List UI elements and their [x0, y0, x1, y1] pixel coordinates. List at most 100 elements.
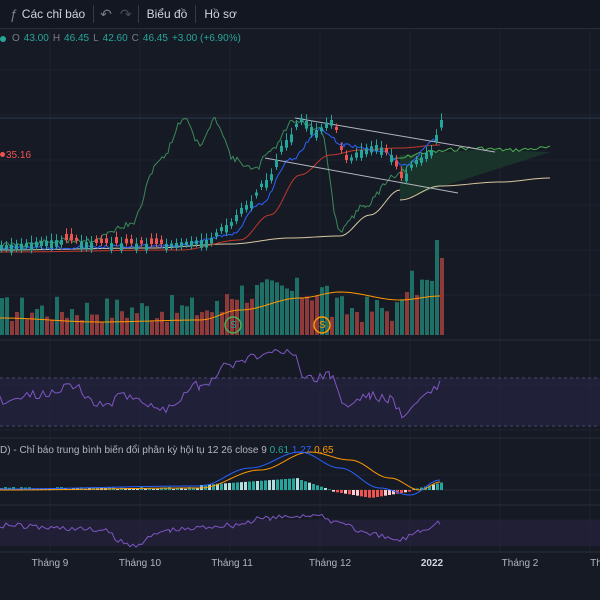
volume-bar	[225, 294, 229, 335]
high-value: 46.45	[64, 33, 90, 44]
volume-bar	[400, 299, 404, 335]
rsi-band	[0, 378, 600, 426]
candle-body	[50, 240, 53, 249]
macd-signal-line	[0, 451, 441, 491]
volume-bar	[265, 279, 269, 335]
profile-button[interactable]: Hồ sơ	[198, 0, 243, 28]
volume-bar	[150, 320, 154, 335]
macd-histogram-bar	[280, 479, 283, 490]
candle-body	[120, 243, 123, 251]
volume-bar	[425, 279, 429, 335]
candle-body	[430, 150, 433, 156]
rsi-line	[0, 348, 441, 419]
macd-histogram-bar	[284, 479, 287, 490]
volume-bar	[115, 299, 119, 335]
candle-body	[355, 152, 358, 158]
candle-body	[290, 134, 293, 143]
candle-body	[60, 240, 63, 245]
macd-histogram-bar	[252, 481, 255, 490]
volume-bar	[85, 302, 89, 335]
undo-icon[interactable]: ↶	[100, 5, 112, 22]
volume-bar	[270, 280, 274, 335]
macd-histogram-bar	[244, 481, 247, 490]
osc-band	[0, 520, 600, 546]
indicators-button[interactable]: ƒ Các chỉ báo	[0, 0, 91, 28]
volume-bar	[360, 321, 364, 335]
time-axis[interactable]: Tháng 9 Tháng 10 Tháng 11 Tháng 12 2022 …	[0, 553, 600, 575]
candle-body	[390, 155, 393, 163]
volume-bar	[385, 311, 389, 335]
candle-body	[230, 222, 233, 226]
candle-body	[335, 126, 338, 130]
candle-body	[185, 241, 188, 245]
volume-bar	[330, 316, 334, 335]
volume-bar	[135, 313, 139, 335]
redo-icon[interactable]: ↷	[119, 5, 132, 22]
candle-body	[330, 120, 333, 126]
volume-bar	[185, 306, 189, 335]
macd-histogram-bar	[368, 490, 371, 498]
toolbar-divider	[93, 5, 95, 23]
low-label: L	[93, 33, 99, 44]
xaxis-label: Tháng 9	[31, 558, 69, 569]
volume-bar	[405, 291, 409, 335]
macd-histogram-bar	[316, 485, 319, 490]
ohlc-legend: O 43.00 H 46.45 L 42.60 C 46.45 +3.00 (+6.90…	[0, 33, 241, 44]
macd-histogram-bar	[400, 490, 403, 493]
volume-bar	[215, 300, 219, 335]
volume-bar	[390, 320, 394, 335]
macd-histogram-bar	[392, 490, 395, 495]
macd-histogram-bar	[428, 485, 431, 490]
candle-body	[365, 148, 368, 155]
macd-histogram-bar	[432, 484, 435, 490]
candle-body	[165, 243, 168, 250]
candle-body	[325, 122, 328, 128]
volume-bar	[100, 322, 104, 335]
macd-histogram-bar	[264, 480, 267, 490]
macd-histogram-bar	[356, 490, 359, 496]
candle-body	[270, 174, 273, 181]
chart-button[interactable]: Biểu đồ	[141, 0, 194, 28]
macd-histogram-bar	[192, 487, 195, 490]
candle-body	[345, 154, 348, 160]
volume-bar	[75, 315, 79, 335]
low-value: 42.60	[102, 33, 128, 44]
candle-body	[435, 135, 438, 142]
candle-body	[95, 239, 98, 243]
xaxis-label: Tháng 10	[118, 558, 162, 569]
volume-bar	[300, 297, 304, 335]
macd-histogram-bar	[304, 481, 307, 490]
macd-histogram-bar	[80, 487, 83, 490]
volume-bar	[155, 318, 159, 335]
volume-bar	[5, 297, 9, 335]
macd-histogram-bar	[352, 490, 355, 495]
candle-body	[300, 118, 303, 123]
xaxis-label: Th	[590, 558, 600, 569]
macd-legend: D) - Chỉ báo trung bình biến đổi phân kỳ…	[0, 445, 334, 456]
xaxis-label: Tháng 2	[501, 558, 539, 569]
macd-histogram-bar	[212, 484, 215, 490]
macd-histogram-bar	[188, 487, 191, 490]
macd-histogram-bar	[260, 480, 263, 490]
volume-bar	[310, 300, 314, 335]
macd-line-value: 1.27	[291, 445, 312, 456]
candle-body	[250, 201, 253, 209]
top-toolbar: ƒ Các chỉ báo ↶ ↷ Biểu đồ Hồ sơ	[0, 0, 600, 29]
macd-histogram-bar	[296, 478, 299, 490]
candle-body	[395, 160, 398, 167]
macd-histogram-bar	[224, 483, 227, 490]
macd-histogram-bar	[164, 487, 167, 490]
candle-body	[350, 157, 353, 161]
candle-body	[15, 244, 18, 250]
candle-body	[135, 243, 138, 251]
xaxis-label: 2022	[420, 558, 444, 569]
candle-body	[440, 120, 443, 128]
macd-histogram-bar	[184, 488, 187, 490]
candle-body	[130, 238, 133, 244]
macd-histogram-bar	[384, 490, 387, 496]
macd-histogram-bar	[364, 490, 367, 497]
indicators-label: Các chỉ báo	[21, 7, 86, 21]
lagging-span-line	[0, 116, 421, 249]
volume-bar	[30, 312, 34, 335]
